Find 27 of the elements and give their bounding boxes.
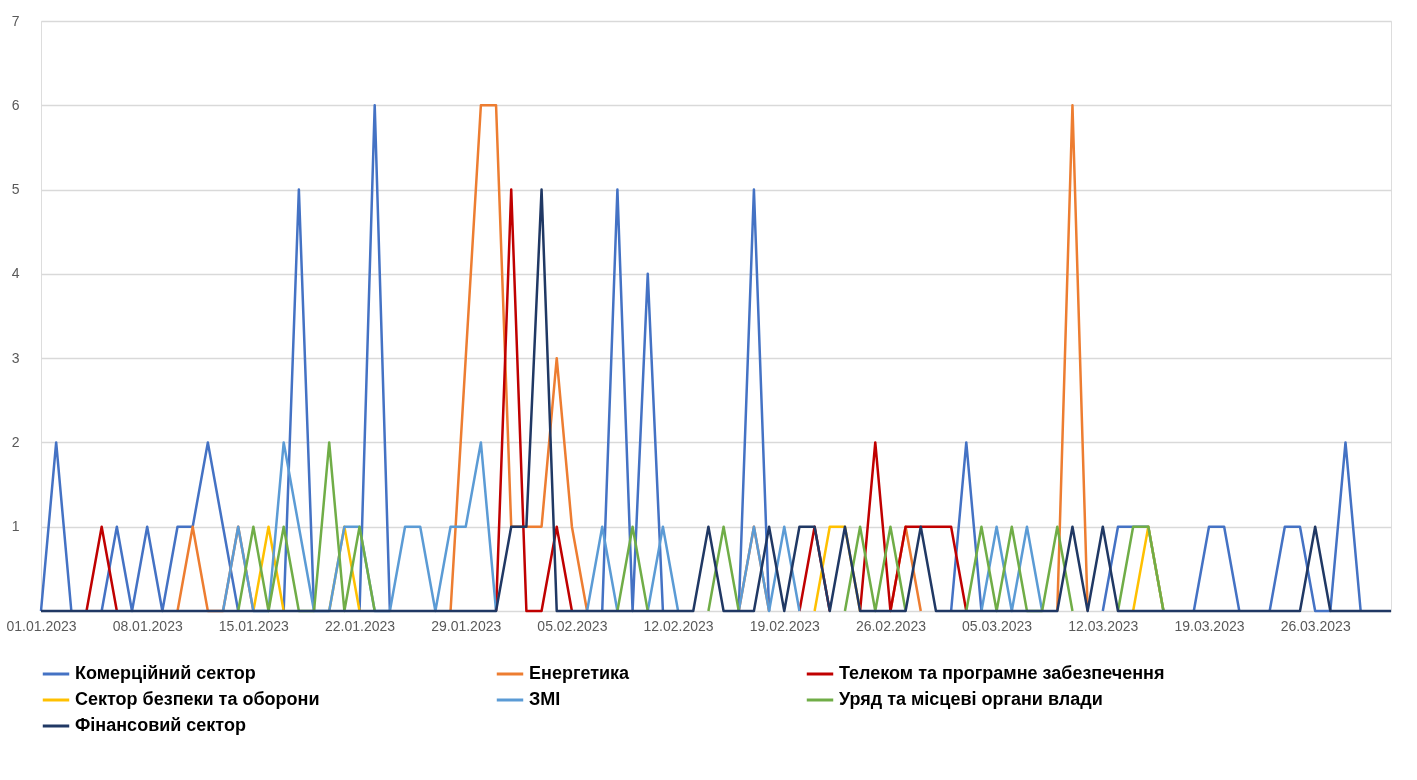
x-tick-label: 26.02.2023 xyxy=(855,617,927,634)
y-tick-label: 2 xyxy=(11,433,20,450)
legend-label: Енергетика xyxy=(529,663,631,683)
x-tick-label: 12.02.2023 xyxy=(643,617,714,634)
x-tick-label: 15.01.2023 xyxy=(218,617,290,634)
legend-label: Телеком та програмне забезпечення xyxy=(839,663,1165,683)
x-tick-label: 01.01.2023 xyxy=(6,617,77,634)
x-tick-label: 19.03.2023 xyxy=(1174,617,1245,634)
x-tick-label: 26.03.2023 xyxy=(1280,617,1351,634)
legend-label: ЗМІ xyxy=(529,689,561,709)
legend-label: Сектор безпеки та оборони xyxy=(75,689,320,709)
x-tick-label: 19.02.2023 xyxy=(749,617,820,634)
y-tick-label: 1 xyxy=(11,518,20,535)
legend-label: Комерційний сектор xyxy=(75,663,256,683)
x-tick-label: 05.02.2023 xyxy=(537,617,608,634)
y-tick-label: 7 xyxy=(11,12,20,29)
y-tick-label: 6 xyxy=(11,96,20,113)
legend-label: Фінансовий сектор xyxy=(75,715,246,735)
x-tick-label: 29.01.2023 xyxy=(431,617,502,634)
x-tick-label: 08.01.2023 xyxy=(112,617,183,634)
y-tick-label: 3 xyxy=(11,349,20,366)
x-tick-label: 05.03.2023 xyxy=(962,617,1033,634)
y-tick-label: 4 xyxy=(11,265,20,282)
legend-label: Уряд та місцеві органи влади xyxy=(839,689,1103,709)
y-tick-label: 5 xyxy=(11,181,20,198)
x-tick-label: 22.01.2023 xyxy=(325,617,396,634)
x-tick-label: 12.03.2023 xyxy=(1068,617,1139,634)
